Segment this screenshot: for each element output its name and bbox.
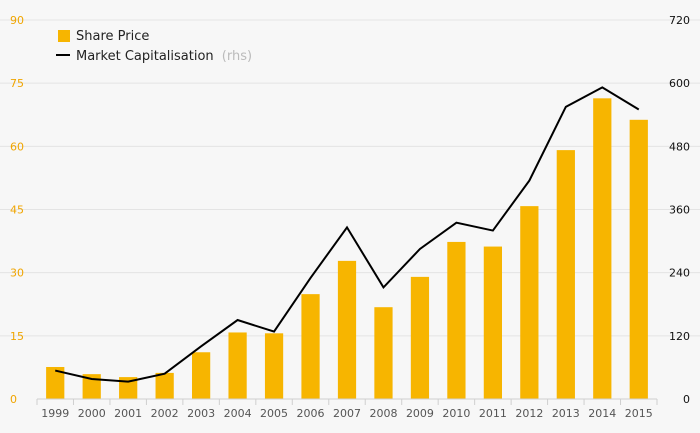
y-left-tick-label: 45 [10, 204, 24, 217]
y-right-tick-label: 0 [683, 393, 690, 406]
x-tick-label: 2002 [151, 407, 179, 420]
x-tick-label: 2015 [625, 407, 653, 420]
bar-share-price-2014 [593, 98, 612, 400]
gridlines [0, 19, 700, 337]
y-left-tick-label: 0 [10, 393, 17, 406]
bar-share-price-2004 [228, 332, 247, 399]
x-tick-label: 2004 [224, 407, 252, 420]
y-left-tick-label: 60 [10, 140, 24, 153]
x-tick-label: 2007 [333, 407, 361, 420]
bar-share-price-2000 [82, 374, 101, 399]
x-tick-label: 2011 [479, 407, 507, 420]
y-right-tick-label: 720 [669, 14, 690, 27]
share-price-bars [46, 98, 648, 400]
x-tick-label: 2012 [515, 407, 543, 420]
x-tick-label: 2000 [78, 407, 106, 420]
y-right-tick-label: 240 [669, 267, 690, 280]
x-tick-label: 2006 [297, 407, 325, 420]
x-tick-label: 2010 [442, 407, 470, 420]
bar-share-price-1999 [46, 366, 65, 399]
y-right-tick-label: 480 [669, 140, 690, 153]
y-left-tick-label: 30 [10, 267, 24, 280]
y-right-tick-label: 120 [669, 330, 690, 343]
legend-label-market-cap: Market Capitalisation (rhs) [76, 49, 252, 64]
x-tick-label: 2001 [114, 407, 142, 420]
legend-market-cap-name: Market Capitalisation [76, 49, 214, 64]
legend-market-cap-rhs: (rhs) [222, 49, 252, 64]
legend: Share Price Market Capitalisation (rhs) [56, 29, 252, 64]
line-market-capitalisation [55, 86, 640, 383]
y-left-tick-label: 15 [10, 330, 24, 343]
legend-label-share-price: Share Price [76, 29, 149, 44]
axes: 0 15 30 45 60 75 90 0 120 240 360 480 600 720 1999 2000… [10, 14, 690, 420]
y-right-tick-label: 360 [669, 204, 690, 217]
y-left-tick-label: 75 [10, 77, 24, 90]
x-tick-label: 2009 [406, 407, 434, 420]
bar-share-price-2007 [337, 260, 357, 399]
bar-share-price-2012 [520, 206, 539, 399]
x-tick-label: 2005 [260, 407, 288, 420]
bar-share-price-2002 [155, 372, 174, 399]
x-tick-label: 1999 [41, 407, 69, 420]
x-tick-label: 2013 [552, 407, 580, 420]
y-right-tick-label: 600 [669, 77, 690, 90]
y-left-tick-label: 90 [10, 14, 24, 27]
bar-share-price-2001 [119, 377, 138, 399]
bar-share-price-2003 [192, 352, 211, 399]
bar-share-price-2006 [301, 294, 320, 399]
x-tick-label: 2003 [187, 407, 215, 420]
bar-share-price-2015 [629, 119, 648, 399]
bar-share-price-2010 [447, 241, 466, 399]
bar-share-price-2011 [483, 246, 502, 399]
bar-share-price-2008 [374, 307, 393, 399]
bar-share-price-2013 [556, 150, 575, 399]
x-tick-label: 2008 [369, 407, 397, 420]
bar-share-price-2009 [410, 276, 430, 399]
market-cap-line [55, 86, 640, 383]
x-tick-label: 2014 [588, 407, 616, 420]
legend-swatch-share-price [58, 30, 70, 42]
bar-share-price-2005 [264, 333, 284, 399]
